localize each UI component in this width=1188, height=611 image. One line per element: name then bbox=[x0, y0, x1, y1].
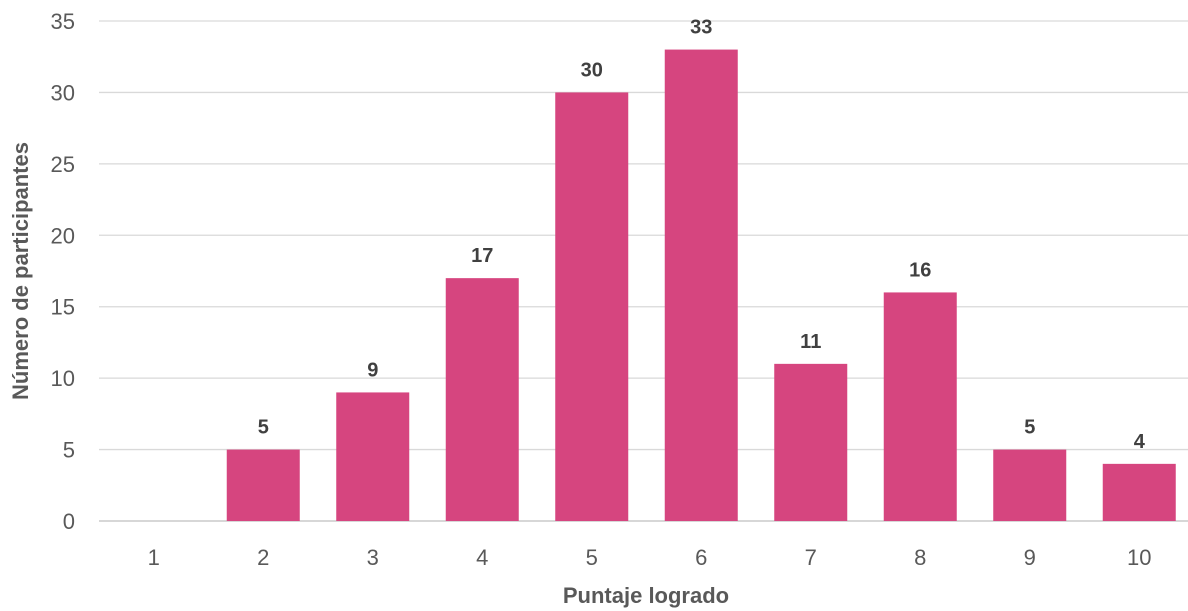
gridlines bbox=[99, 20, 1188, 522]
y-tick-label: 30 bbox=[51, 80, 75, 105]
data-label: 4 bbox=[1134, 431, 1146, 453]
x-tick-label: 7 bbox=[805, 545, 817, 570]
x-axis-title: Puntaje logrado bbox=[563, 583, 729, 608]
x-tick-label: 6 bbox=[695, 545, 707, 570]
y-tick-label: 15 bbox=[51, 295, 75, 320]
bar bbox=[993, 449, 1067, 521]
x-tick-label: 2 bbox=[257, 545, 269, 570]
y-tick-label: 35 bbox=[51, 9, 75, 34]
x-tick-label: 3 bbox=[367, 545, 379, 570]
bar bbox=[445, 278, 519, 521]
data-label: 11 bbox=[800, 331, 821, 353]
x-tick-label: 8 bbox=[914, 545, 926, 570]
x-tick-label: 4 bbox=[476, 545, 488, 570]
data-label: 16 bbox=[909, 259, 931, 281]
bar bbox=[883, 292, 957, 521]
y-tick-label: 5 bbox=[63, 438, 75, 463]
data-label: 30 bbox=[581, 59, 603, 81]
y-axis-tick-labels: 0 5 10 15 20 25 30 35 bbox=[51, 9, 75, 534]
y-tick-label: 0 bbox=[63, 509, 75, 534]
y-tick-label: 25 bbox=[51, 152, 75, 177]
bar bbox=[555, 92, 629, 521]
x-axis-tick-labels: 1 2 3 4 5 6 7 8 9 10 bbox=[148, 545, 1152, 570]
y-axis-title: Número de participantes bbox=[8, 142, 33, 400]
x-tick-label: 5 bbox=[586, 545, 598, 570]
bars bbox=[226, 49, 1176, 521]
bar bbox=[774, 363, 848, 521]
data-label: 9 bbox=[367, 359, 378, 381]
y-tick-label: 20 bbox=[51, 223, 75, 248]
data-label: 5 bbox=[258, 417, 269, 439]
x-tick-label: 1 bbox=[148, 545, 160, 570]
data-label: 33 bbox=[690, 17, 712, 39]
data-label: 17 bbox=[471, 245, 493, 267]
bar bbox=[336, 392, 410, 521]
bar bbox=[1102, 463, 1176, 521]
data-labels: 5 9 17 30 33 11 16 5 4 bbox=[258, 17, 1146, 453]
bar bbox=[226, 449, 300, 521]
x-tick-label: 10 bbox=[1127, 545, 1151, 570]
data-label: 5 bbox=[1024, 417, 1035, 439]
x-tick-label: 9 bbox=[1024, 545, 1036, 570]
bar bbox=[664, 49, 738, 521]
y-tick-label: 10 bbox=[51, 366, 75, 391]
